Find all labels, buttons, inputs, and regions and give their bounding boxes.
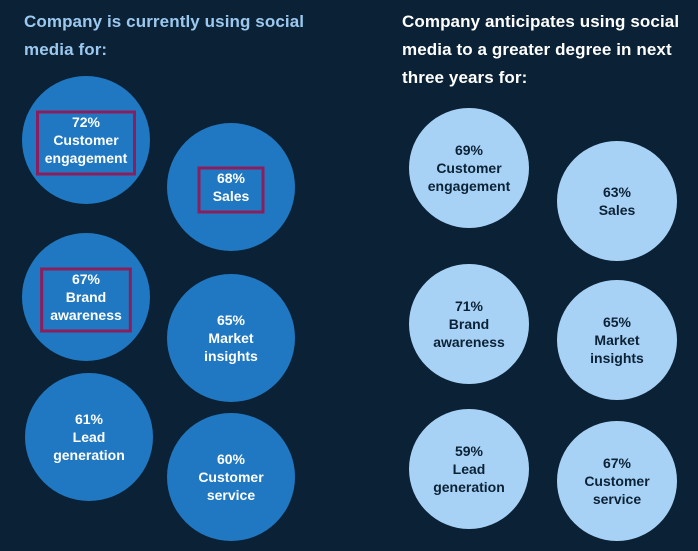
bubble-label-sales: Sales (599, 202, 636, 218)
bubble-label-brand-awareness: Brand (449, 316, 489, 332)
bubble-value-market-insights: 65% (603, 314, 632, 330)
bubble-value-lead-generation: 61% (75, 411, 104, 427)
bubble-brand-awareness (409, 264, 529, 384)
bubble-value-customer-service: 60% (217, 451, 246, 467)
bubble-value-customer-service: 67% (603, 455, 632, 471)
bubble-label-customer-engagement: engagement (45, 150, 128, 166)
bubble-value-lead-generation: 59% (455, 443, 484, 459)
bubble-label-customer-engagement: Customer (53, 132, 119, 148)
current-use-title: Company is currently using social media … (24, 12, 305, 59)
bubble-customer-engagement (409, 108, 529, 228)
bubble-market-insights (557, 280, 677, 400)
bubble-customer-service (167, 413, 295, 541)
bubble-label-market-insights: insights (204, 348, 258, 364)
bubble-label-lead-generation: generation (53, 447, 125, 463)
bubble-label-market-insights: insights (590, 350, 644, 366)
bubble-label-customer-engagement: engagement (428, 178, 511, 194)
bubble-customer-engagement (22, 76, 150, 204)
bubble-label-customer-service: service (593, 491, 641, 507)
bubble-brand-awareness (22, 233, 150, 361)
bubble-label-brand-awareness: awareness (50, 307, 122, 323)
bubble-value-customer-engagement: 72% (72, 114, 101, 130)
bubble-label-market-insights: Market (594, 332, 639, 348)
bubble-label-brand-awareness: awareness (433, 334, 505, 350)
bubble-label-customer-engagement: Customer (436, 160, 502, 176)
future-use-title: Company anticipates using social media t… (402, 12, 680, 87)
bubble-lead-generation (25, 373, 153, 501)
highlight-box-sales (197, 166, 265, 214)
bubble-sales (167, 123, 295, 251)
bubble-label-customer-service: Customer (198, 469, 264, 485)
bubble-label-brand-awareness: Brand (66, 289, 106, 305)
bubble-value-brand-awareness: 67% (72, 271, 101, 287)
bubble-label-lead-generation: generation (433, 479, 505, 495)
bubble-label-market-insights: Market (208, 330, 253, 346)
bubble-label-customer-service: service (207, 487, 255, 503)
highlight-box-customer-engagement (36, 110, 136, 176)
bubble-value-customer-engagement: 69% (455, 142, 484, 158)
bubble-sales (557, 141, 677, 261)
bubble-value-market-insights: 65% (217, 312, 246, 328)
bubble-value-brand-awareness: 71% (455, 298, 484, 314)
bubble-customer-service (557, 421, 677, 541)
bubble-value-sales: 63% (603, 184, 632, 200)
bubble-label-lead-generation: Lead (453, 461, 486, 477)
current-use-bubbles: 72% Customer engagement 68% Sales 67% Brand awa… (22, 76, 295, 541)
highlight-box-brand-awareness (40, 267, 132, 333)
bubble-label-sales: Sales (213, 188, 250, 204)
bubble-market-insights (167, 274, 295, 402)
bubble-label-customer-service: Customer (584, 473, 650, 489)
bubble-value-sales: 68% (217, 170, 246, 186)
bubble-label-lead-generation: Lead (73, 429, 106, 445)
bubble-lead-generation (409, 409, 529, 529)
future-use-bubbles: 69% Customer engagement 63% Sales 71% Brand awa… (409, 108, 677, 541)
